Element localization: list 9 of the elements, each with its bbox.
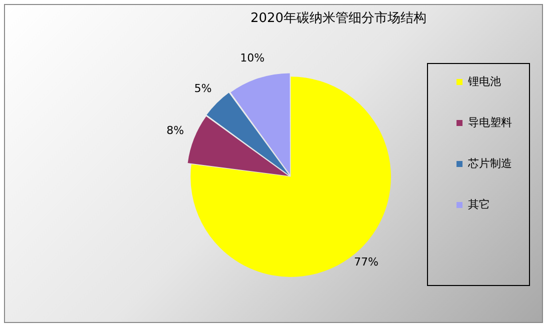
data-label: 5% xyxy=(194,82,212,95)
legend-label: 芯片制造 xyxy=(467,156,512,170)
legend-label: 其它 xyxy=(468,198,490,211)
data-label: 8% xyxy=(166,124,184,137)
data-label: 10% xyxy=(240,52,265,65)
legend-label: 导电塑料 xyxy=(468,116,512,129)
data-label: 77% xyxy=(354,255,378,268)
chart-title: 2020年碳纳米管细分市场结构 xyxy=(250,11,427,26)
legend-label: 锂电池 xyxy=(467,74,501,88)
